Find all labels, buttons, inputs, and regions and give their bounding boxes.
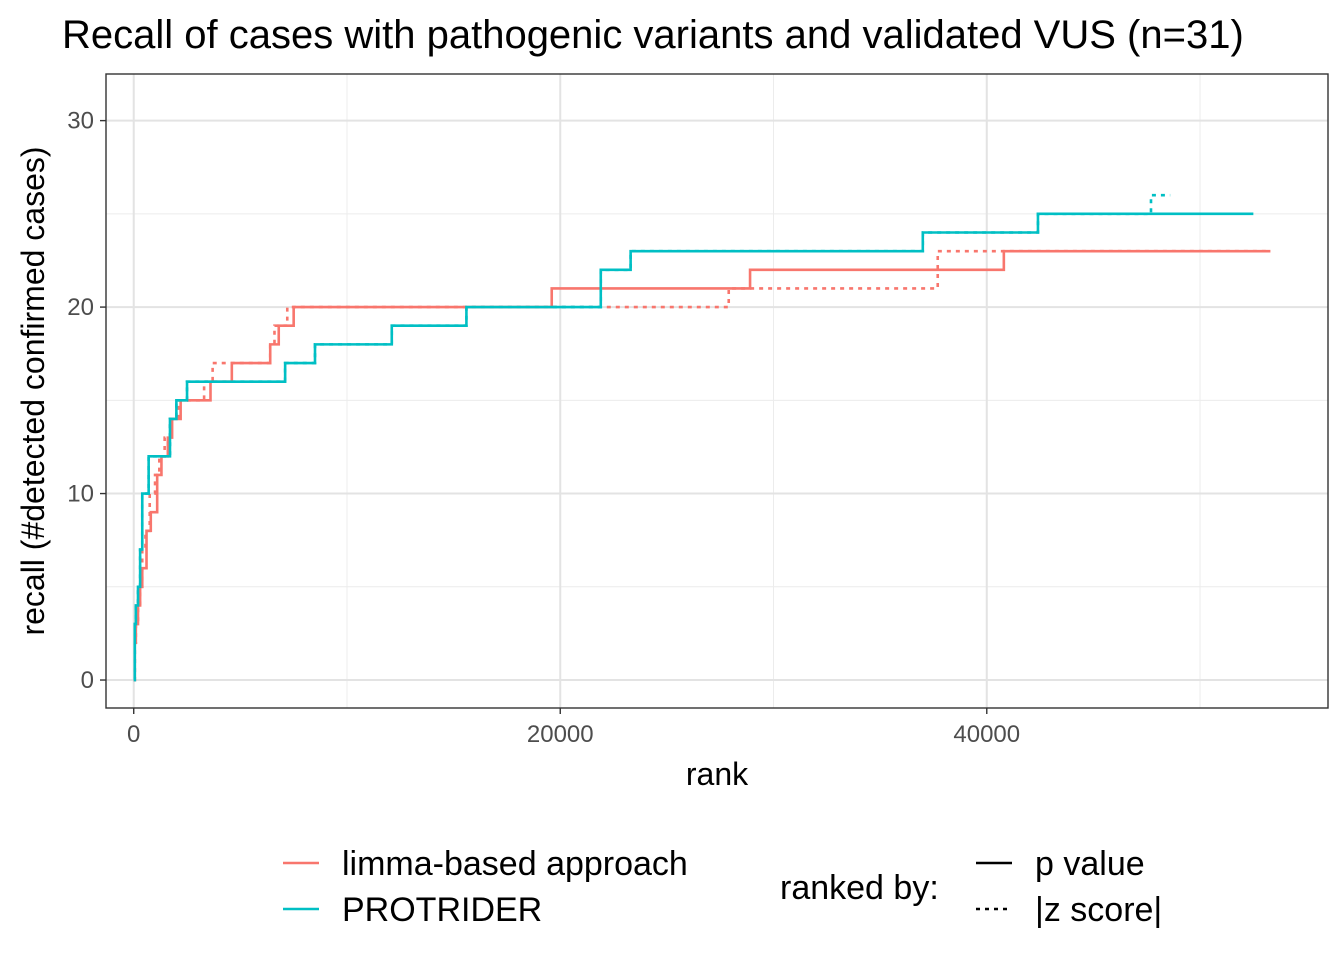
x-tick-label: 20000 [527,721,594,748]
y-tick-label: 30 [67,108,94,135]
x-axis-ticks: 0 20000 40000 [127,708,1020,748]
legend-linetype-label: p value [1035,845,1145,883]
plot-border [105,73,1329,709]
legend-color-label: PROTRIDER [342,891,542,929]
series-layer [133,193,1271,682]
y-tick-label: 10 [67,481,94,508]
y-tick-label: 0 [81,667,94,694]
legend-color-label: limma-based approach [342,845,688,883]
chart-title: Recall of cases with pathogenic variants… [62,13,1244,57]
y-tick-label: 20 [67,294,94,321]
series-line [133,212,1254,682]
x-tick-label: 40000 [953,721,1020,748]
x-tick-label: 0 [127,721,140,748]
y-axis-title: recall (#detected confirmed cases) [15,146,51,635]
legend-linetype-group: p value |z score| [976,845,1162,929]
legend-linetype-title: ranked by: [780,869,939,907]
plot-panel [106,74,1328,708]
y-axis-ticks: 0 10 20 30 [67,108,106,694]
legend-linetype-label: |z score| [1035,891,1162,929]
legend: limma-based approach PROTRIDER ranked by:… [283,845,1162,929]
x-axis-title: rank [686,756,749,792]
legend-color-group: limma-based approach PROTRIDER [283,845,688,929]
